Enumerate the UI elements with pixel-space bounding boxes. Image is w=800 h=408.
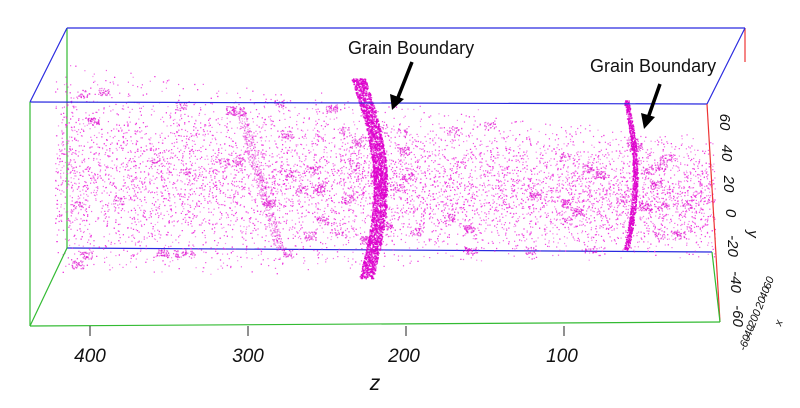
box-edge-bottom-front: [29, 321, 721, 327]
y-tick-label: -60: [729, 305, 746, 327]
y-tick-label: -40: [727, 271, 744, 293]
x-axis-label: x: [772, 318, 786, 329]
z-axis: 400 300 200 100 z: [74, 326, 578, 395]
box-edge-top-front: [29, 101, 708, 105]
y-tick-label: 40: [718, 145, 735, 162]
bounding-box-back: [66, 27, 746, 253]
x-axis: -60 -40 -20 0 20 40 60 x: [737, 274, 786, 352]
bounding-box-front: [29, 27, 746, 327]
atom-point-cloud: [55, 65, 716, 280]
box-edge-top-left-depth: [29, 27, 68, 103]
z-tick-label: 300: [232, 346, 264, 367]
x-tick-label: 20: [753, 294, 769, 311]
y-tick-label: 20: [720, 175, 737, 193]
box-edge-bottom-back: [66, 247, 713, 253]
grain-boundary-label-2: Grain Boundary: [590, 56, 717, 76]
box-edge-bottom-right-depth: [711, 251, 721, 323]
box-edge-bottom-left-depth: [29, 247, 68, 327]
arrowhead-grain-boundary-2: [641, 113, 655, 129]
arrow-grain-boundary-1: [395, 61, 414, 101]
arrowhead-grain-boundary-1: [390, 94, 404, 110]
x-tick-label: 0: [750, 307, 764, 318]
x-tick-label: 40: [757, 284, 773, 300]
z-tick-label: 400: [74, 346, 106, 367]
z-tick-label: 200: [387, 346, 420, 367]
z-axis-label: z: [369, 372, 381, 395]
annotation-arrows: [390, 61, 662, 129]
x-tick-label: 60: [761, 274, 777, 290]
y-tick-label: 0: [722, 209, 739, 218]
x-tick-label: -60: [737, 333, 754, 353]
box-edge-top-right-depth: [706, 27, 746, 105]
z-tick-label: 100: [546, 346, 578, 367]
x-tick-label: -20: [745, 313, 762, 333]
x-tick-label: -40: [741, 323, 758, 343]
grain-boundary-label-1: Grain Boundary: [348, 38, 475, 58]
y-axis: 60 40 20 0 -20 -40 -60 y: [716, 114, 761, 328]
arrow-grain-boundary-2: [646, 83, 662, 119]
y-axis-label: y: [744, 229, 761, 239]
box-edge-right-front: [706, 103, 721, 323]
y-tick-label: 60: [716, 114, 733, 131]
y-tick-label: -20: [724, 235, 741, 257]
